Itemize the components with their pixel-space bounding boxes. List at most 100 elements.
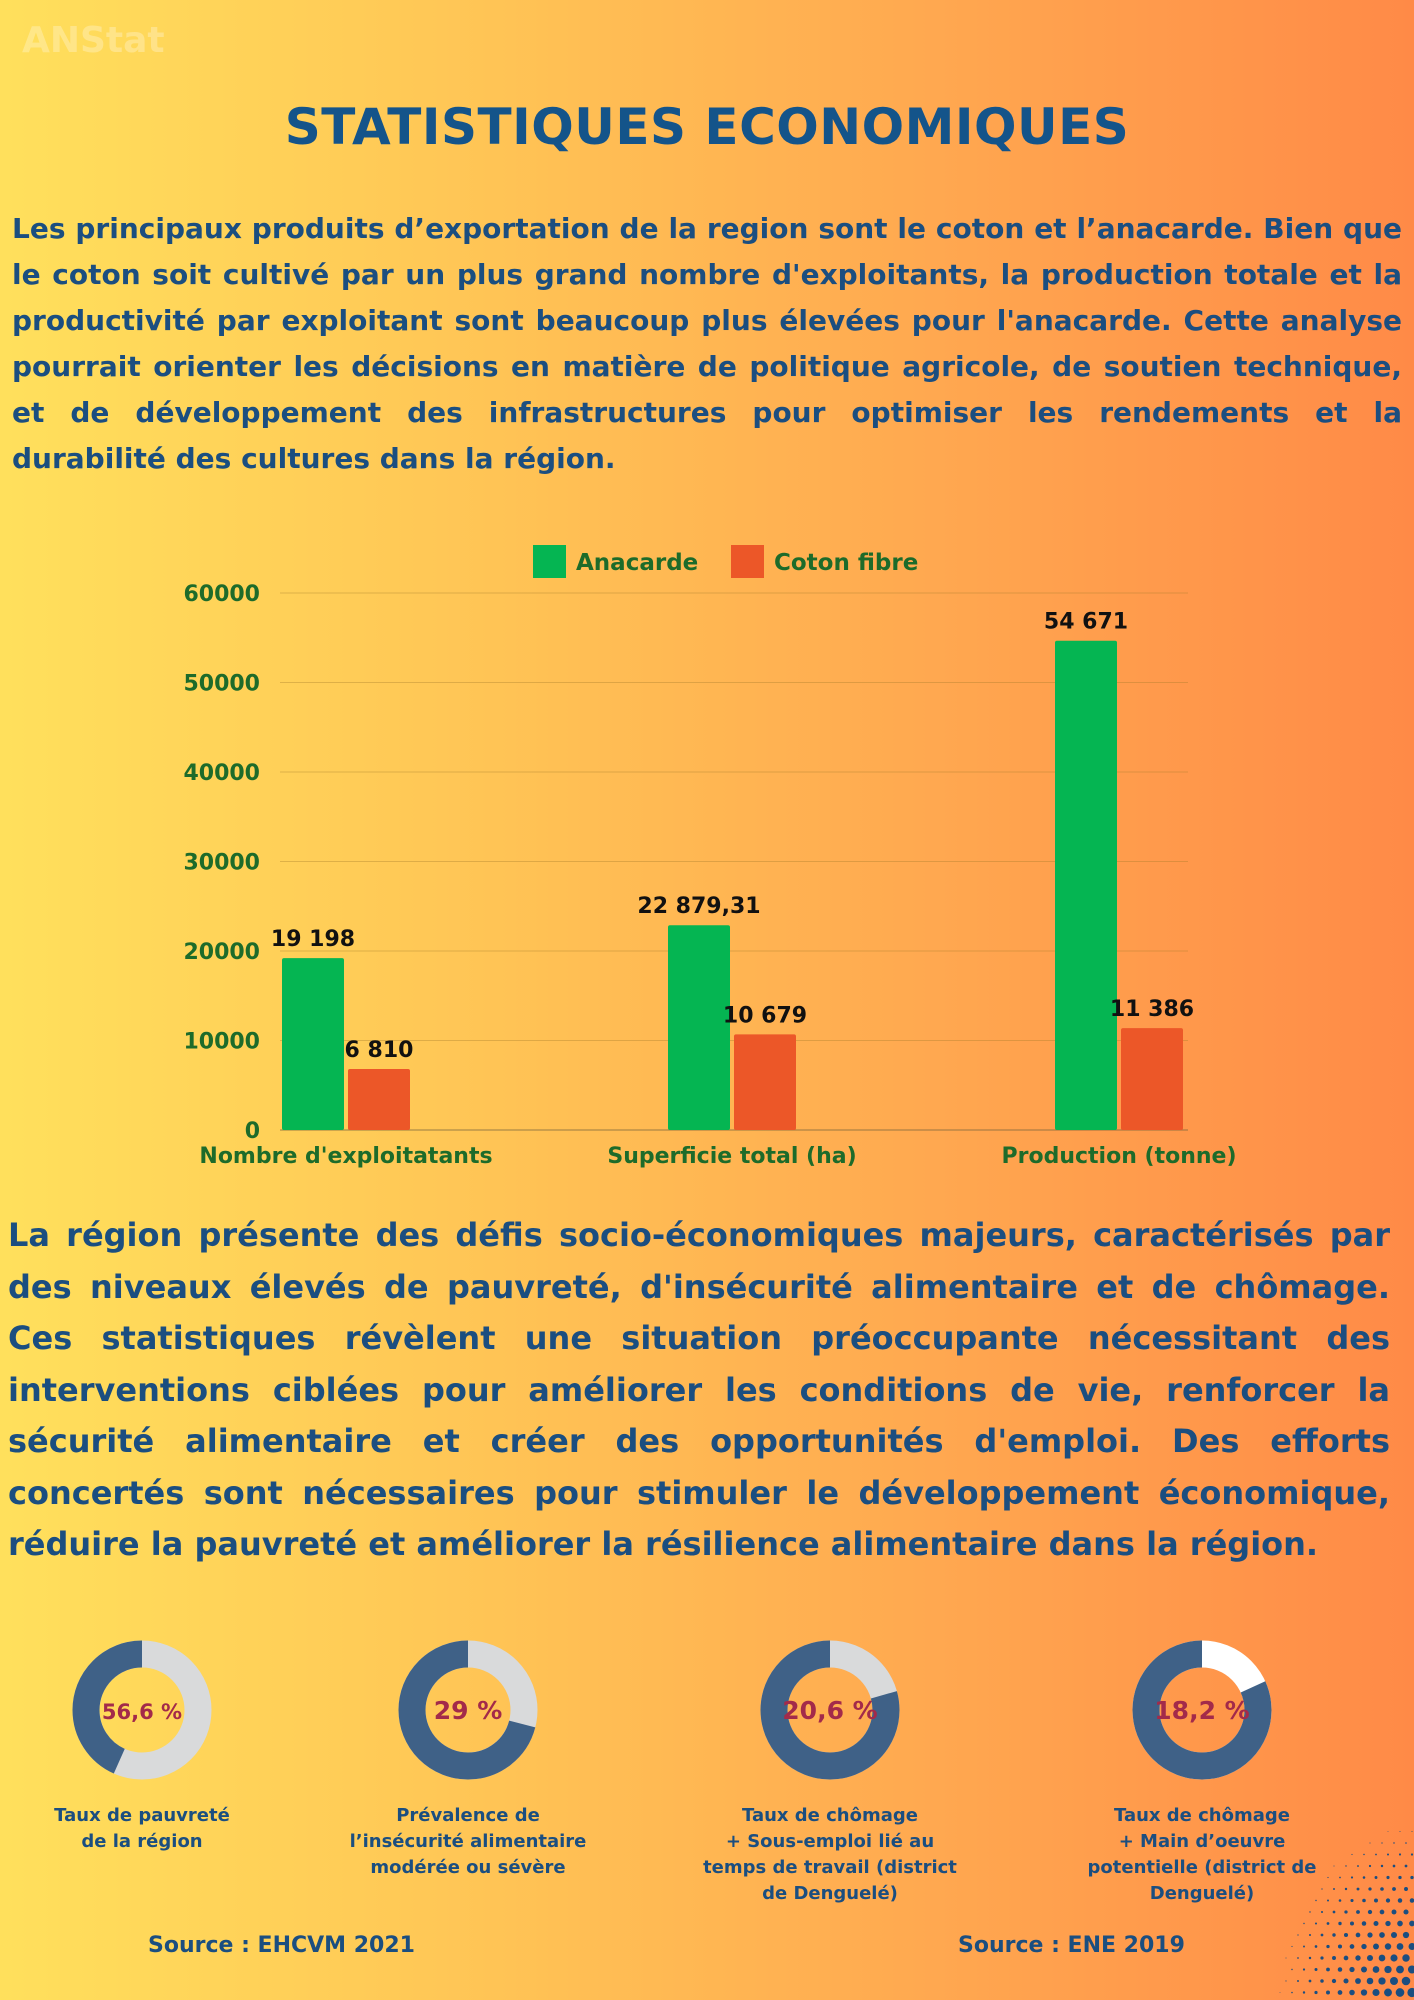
conclusion-paragraph: La région présente des défis socio-écono… <box>8 1216 1390 1563</box>
y-tick-label: 10000 <box>183 1030 260 1055</box>
donut-value-label: 29 % <box>434 1696 503 1725</box>
halftone-dot <box>1320 1910 1324 1914</box>
halftone-dot <box>1344 1887 1348 1891</box>
halftone-dot <box>1338 1899 1342 1902</box>
halftone-dot <box>1326 1899 1330 1902</box>
halftone-dot <box>1378 1977 1386 1985</box>
halftone-dot <box>1349 1966 1355 1973</box>
donut-caption: Taux de chômage + Sous-emploi lié au tem… <box>703 1805 957 1904</box>
halftone-dot <box>1392 1864 1396 1868</box>
halftone-dot <box>1285 1957 1287 1959</box>
halftone-dot <box>1401 1976 1411 1986</box>
chart-legend: Anacarde Coton fibre <box>533 545 918 578</box>
halftone-dot <box>1379 1909 1385 1915</box>
halftone-dot <box>1350 1876 1354 1879</box>
halftone-dot <box>1285 1980 1287 1982</box>
source-left: Source : EHCVM 2021 <box>148 1933 415 1958</box>
legend-swatch <box>731 545 764 578</box>
halftone-dot <box>1350 1921 1354 1926</box>
halftone-dot <box>1367 1932 1373 1938</box>
chart-bars <box>282 640 1183 1130</box>
halftone-dot <box>1366 1977 1374 1985</box>
halftone-dot <box>1396 1965 1404 1974</box>
halftone-dot <box>1385 1920 1391 1927</box>
bar-coton-fibre <box>734 1034 796 1130</box>
halftone-dot <box>1386 1875 1390 1880</box>
donut-caption: Prévalence de l’insécurité alimentaire m… <box>349 1805 587 1878</box>
halftone-dot <box>1291 1968 1293 1971</box>
halftone-dot <box>1404 1887 1408 1891</box>
y-tick-label: 30000 <box>183 851 260 876</box>
chart-labels: 0 10000 20000 30000 40000 50000 60000 19 198 6 8… <box>183 582 1236 1169</box>
halftone-dot <box>1326 1990 1330 1995</box>
donut-caption: Taux de pauvreté de la région <box>54 1805 230 1852</box>
halftone-dot <box>1397 1920 1403 1927</box>
donut-value-label: 56,6 % <box>102 1700 182 1724</box>
watermark-logo: ANStat <box>22 20 165 61</box>
halftone-dot <box>1399 1831 1401 1832</box>
halftone-dot <box>1410 1875 1414 1880</box>
halftone-dot <box>1411 1830 1413 1833</box>
halftone-dot <box>1410 1853 1414 1856</box>
bar-coton-fibre <box>1121 1028 1183 1130</box>
halftone-dot <box>1392 1887 1396 1891</box>
halftone-dot <box>1373 1943 1379 1950</box>
source-right: Source : ENE 2019 <box>958 1933 1185 1958</box>
halftone-dot <box>1351 1853 1353 1856</box>
y-tick-label: 0 <box>245 1119 260 1144</box>
bar-anacarde <box>668 925 730 1130</box>
bar-chart: 0 10000 20000 30000 40000 50000 60000 19 198 6 8… <box>183 545 1237 1169</box>
halftone-dot <box>1378 1954 1386 1962</box>
halftone-dot <box>1302 1991 1306 1994</box>
halftone-dot <box>1355 1955 1361 1961</box>
halftone-dot <box>1327 1876 1329 1879</box>
donut-food-insecurity: 29 % Prévalence de l’insécurité alimenta… <box>318 1635 618 1881</box>
halftone-dot <box>1362 1876 1366 1879</box>
halftone-dot <box>1368 1864 1372 1868</box>
halftone-dot <box>1279 1992 1281 1993</box>
halftone-dot <box>1337 1944 1343 1949</box>
halftone-dot <box>1397 1898 1403 1903</box>
halftone-dot <box>1314 1922 1318 1925</box>
halftone-dot <box>1333 1865 1335 1867</box>
halftone-dot <box>1356 1910 1360 1914</box>
halftone-dot <box>1403 1909 1409 1915</box>
halftone-dot <box>1402 1931 1410 1939</box>
halftone-dot <box>1356 1887 1360 1891</box>
donut-poverty: 56,6 % Taux de pauvreté de la région <box>0 1635 292 1855</box>
halftone-dot <box>1314 1990 1318 1995</box>
halftone-dot <box>1366 1954 1374 1962</box>
halftone-dot <box>1337 1967 1343 1972</box>
halftone-dot <box>1408 1943 1414 1950</box>
donut-chart: 56,6 % <box>72 1640 212 1780</box>
halftone-dot <box>1372 1966 1380 1973</box>
halftone-dot <box>1384 1965 1392 1974</box>
donut-arc <box>1132 1640 1272 1780</box>
halftone-dot <box>1308 1956 1312 1960</box>
halftone-dot <box>1363 1853 1365 1856</box>
halftone-dot <box>1291 1991 1293 1994</box>
bar-anacarde <box>1055 640 1117 1130</box>
halftone-dot <box>1384 1988 1392 1997</box>
halftone-dot <box>1349 1944 1355 1949</box>
halftone-dot <box>1390 1931 1398 1939</box>
y-tick-label: 20000 <box>183 940 260 965</box>
halftone-dot <box>1395 1988 1405 1997</box>
halftone-dot <box>1332 1933 1336 1937</box>
halftone-dot <box>1355 1978 1361 1984</box>
donut-labour-potential: 18,2 % Taux de chômage + Main d’oeuvre p… <box>1052 1635 1352 1907</box>
halftone-dot <box>1320 1956 1324 1960</box>
donut-caption: Taux de chômage + Main d’oeuvre potentie… <box>1087 1805 1317 1904</box>
halftone-dot <box>1387 1831 1389 1832</box>
halftone-dot <box>1343 1932 1349 1938</box>
halftone-dot <box>1302 1968 1306 1971</box>
halftone-dot <box>1402 1954 1410 1962</box>
halftone-dot <box>1407 1965 1414 1974</box>
page-title: STATISTIQUES ECONOMIQUES <box>284 98 1130 156</box>
bar-value-label: 10 679 <box>723 1003 807 1028</box>
x-tick-label: Nombre d'exploitatants <box>199 1144 492 1169</box>
halftone-dot <box>1372 1988 1380 1997</box>
halftone-dot <box>1362 1898 1366 1903</box>
halftone-dot <box>1360 1989 1368 1996</box>
halftone-dot <box>1373 1920 1379 1927</box>
